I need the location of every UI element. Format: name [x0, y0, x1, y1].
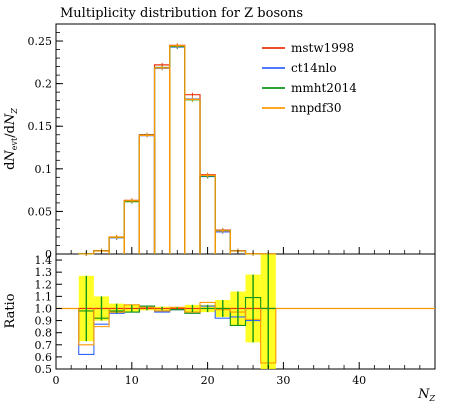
ratio-y-tick-label: 0.8: [35, 327, 53, 340]
histogram-bin: [138, 134, 156, 254]
ratio-y-tick-label: 1.3: [35, 266, 53, 279]
histogram-bin: [153, 67, 171, 254]
main-plot-frame: [55, 23, 436, 255]
y-tick-label: 0: [45, 248, 52, 261]
ratio-y-tick-label: 0.7: [35, 339, 53, 352]
histogram-bin: [153, 67, 171, 254]
legend-label: ct14nlo: [291, 61, 337, 75]
histogram-bin: [199, 174, 216, 254]
series-nnpdf30: [78, 43, 277, 256]
histogram-bin: [138, 134, 156, 254]
ratio-y-tick-label: 0.9: [35, 315, 53, 328]
ratio-bin: [93, 308, 110, 328]
y-tick-label: 0.1: [35, 163, 53, 176]
histogram-bin: [123, 199, 140, 254]
series-mmht2014: [78, 44, 277, 256]
chart-title: Multiplicity distribution for Z bosons: [60, 6, 303, 21]
x-axis-label: NZ: [417, 387, 435, 403]
ratio-bin: [123, 304, 140, 309]
series-ct14nlo: [78, 45, 277, 256]
y-tick-label: 0.2: [35, 78, 53, 91]
main-series-layer: [78, 43, 277, 256]
histogram-bin: [169, 44, 186, 254]
legend-label: mmht2014: [291, 81, 357, 95]
x-ticks: 0 10 20 30 40: [53, 247, 421, 387]
histogram-bin: [138, 134, 156, 254]
histogram-bin: [184, 98, 201, 254]
legend: mstw1998 ct14nlo mmht2014 nnpdf30: [262, 41, 357, 115]
ratio-y-tick-label: 0.5: [35, 363, 53, 376]
legend-label: mstw1998: [291, 41, 354, 55]
ratio-bin: [169, 306, 186, 309]
histogram-bin: [138, 134, 156, 254]
histogram-bin: [199, 174, 216, 254]
histogram-bin: [169, 45, 186, 254]
series-mstw1998: [78, 43, 277, 256]
ratio-y-tick-label: 1.2: [35, 278, 53, 291]
ratio-y-axis-label: Ratio: [3, 293, 18, 328]
main-y-axis-label: dNevt/dNZ: [3, 108, 19, 170]
y-tick-label: 0.25: [28, 35, 53, 48]
histogram-bin: [169, 46, 186, 254]
histogram-bin: [153, 64, 171, 254]
x-tick-label: 20: [201, 374, 215, 387]
ratio-y-tick-label: 1.1: [35, 290, 53, 303]
histogram-bin: [184, 94, 201, 254]
ratio-y-tick-label: 0.6: [35, 351, 53, 364]
histogram-bin: [153, 66, 171, 254]
ratio-y-tick-label: 1.0: [35, 302, 53, 315]
x-tick-label: 30: [276, 374, 290, 387]
ratio-y-tick-label: 1.4: [35, 254, 53, 267]
histogram-bin: [123, 200, 140, 254]
x-tick-label: 0: [53, 374, 60, 387]
ratio-uncertainty-lines: [85, 254, 269, 369]
y-tick-label: 0.15: [28, 120, 53, 133]
x-tick-label: 40: [352, 374, 366, 387]
x-tick-label: 10: [125, 374, 139, 387]
ratio-band-layer: [78, 254, 276, 369]
histogram-bin: [199, 175, 216, 254]
ratio-y-ticks: 0.50.60.70.80.91.01.11.21.31.4: [35, 254, 62, 376]
y-tick-label: 0.05: [28, 205, 53, 218]
histogram-bin: [169, 45, 186, 254]
histogram-bin: [184, 99, 201, 254]
histogram-bin: [123, 201, 140, 254]
main-y-ticks: 0 0.05 0.1 0.15 0.2 0.25: [28, 32, 63, 261]
histogram-bin: [123, 200, 140, 254]
ratio-bin: [153, 308, 171, 312]
ratio-series-layer: [78, 254, 277, 369]
histogram-bin: [199, 175, 216, 254]
legend-label: nnpdf30: [291, 101, 342, 115]
ratio-bin: [199, 301, 216, 309]
histogram-bin: [184, 98, 201, 254]
